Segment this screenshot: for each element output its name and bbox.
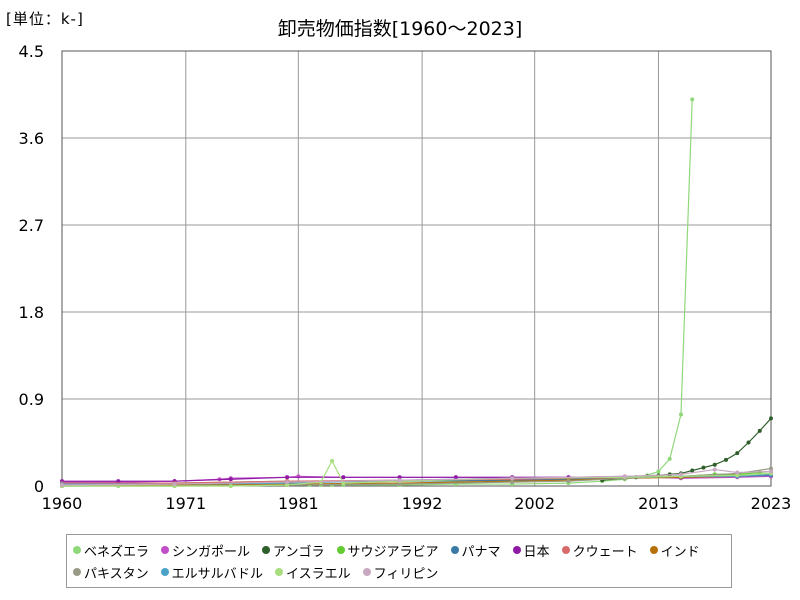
legend-item: エルサルバドル: [160, 563, 264, 582]
data-point: [690, 97, 695, 102]
data-point: [735, 473, 740, 478]
data-point: [769, 469, 773, 474]
x-tick-label: 1960: [42, 494, 83, 513]
series-line: [602, 417, 772, 481]
legend-swatch: [262, 546, 271, 554]
data-point: [712, 467, 717, 472]
data-point: [678, 472, 683, 477]
x-tick-label: 1981: [278, 494, 319, 513]
legend: ベネズエラ シンガポール アンゴラ サウジアラビア パナマ 日本 クウェート インド パキスタン…: [66, 534, 732, 588]
data-point: [116, 479, 121, 484]
y-tick-label: 1.8: [19, 303, 44, 322]
legend-label: パナマ: [461, 544, 501, 560]
x-tick-label: 2002: [514, 494, 555, 513]
data-point: [397, 478, 402, 483]
legend-item: パナマ: [450, 541, 501, 560]
data-point: [397, 475, 402, 480]
legend-label: アンゴラ: [273, 544, 325, 560]
legend-label: イスラエル: [286, 566, 351, 582]
legend-label: インド: [660, 544, 700, 560]
data-point: [341, 481, 346, 486]
legend-label: ベネズエラ: [84, 544, 150, 560]
legend-swatch: [275, 568, 284, 576]
legend-swatch: [512, 546, 521, 554]
legend-item: クウェート: [561, 541, 638, 560]
x-tick-label: 2013: [638, 494, 679, 513]
legend-item: アンゴラ: [262, 541, 325, 560]
y-tick-label: 2.7: [19, 216, 44, 235]
data-point: [735, 451, 740, 456]
chart-title: 卸売物価指数[1960～2023]: [277, 18, 523, 40]
legend-swatch: [561, 546, 570, 554]
legend-item: ベネズエラ: [73, 541, 149, 560]
data-point: [746, 440, 751, 445]
y-tick-label: 0: [34, 477, 44, 496]
legend-label: シンガポール: [172, 544, 251, 560]
legend-item: イスラエル: [275, 563, 351, 582]
data-point: [510, 480, 515, 485]
data-point: [678, 412, 683, 417]
data-point: [397, 482, 402, 487]
data-point: [453, 475, 458, 480]
data-point: [622, 474, 627, 479]
legend-swatch: [450, 546, 459, 554]
series-line: [61, 468, 772, 486]
data-point: [712, 462, 717, 467]
legend-item: サウジアラビア: [336, 541, 439, 560]
legend-row: ベネズエラ シンガポール アンゴラ サウジアラビア パナマ 日本 クウェート インド: [73, 539, 725, 561]
y-tick-label: 0.9: [19, 390, 44, 409]
data-point: [656, 469, 661, 474]
data-point: [285, 480, 290, 485]
legend-swatch: [160, 568, 169, 576]
legend-swatch: [73, 568, 81, 576]
series-layer: [60, 97, 773, 488]
legend-swatch: [336, 546, 345, 554]
y-tick-label: 3.6: [19, 129, 44, 148]
legend-label: クウェート: [572, 544, 638, 560]
axes: 1960 1971 1981 1992 2002 2013 2023 0 0.9 1.8 2.7 3.…: [19, 42, 792, 513]
x-tick-label: 1971: [165, 494, 206, 513]
data-point: [723, 457, 728, 462]
data-point: [757, 428, 762, 433]
x-tick-label: 1992: [402, 494, 443, 513]
legend-label: エルサルバドル: [171, 566, 264, 582]
legend-item: インド: [649, 541, 700, 560]
legend-label: パキスタン: [84, 566, 149, 582]
data-point: [228, 477, 233, 482]
grid: [62, 51, 771, 486]
legend-swatch: [161, 546, 170, 554]
legend-row: パキスタン エルサルバドル イスラエル フィリピン: [73, 561, 725, 583]
data-point: [690, 468, 695, 473]
data-point: [769, 466, 773, 471]
legend-label: 日本: [523, 544, 550, 560]
data-point: [285, 483, 290, 488]
legend-item: 日本: [512, 541, 550, 560]
data-point: [735, 470, 740, 475]
legend-item: パキスタン: [73, 563, 149, 582]
legend-item: シンガポール: [161, 541, 250, 560]
data-point: [510, 476, 515, 481]
data-point: [228, 484, 233, 488]
data-point: [769, 416, 773, 421]
y-tick-label: 4.5: [19, 42, 44, 61]
data-point: [330, 458, 335, 463]
legend-swatch: [73, 546, 81, 554]
data-point: [285, 475, 290, 480]
legend-label: サウジアラビア: [347, 544, 439, 560]
legend-swatch: [649, 546, 658, 554]
data-point: [566, 479, 571, 484]
data-point: [667, 456, 672, 461]
data-point: [341, 475, 346, 480]
series-line: [62, 99, 693, 487]
data-point: [60, 483, 64, 488]
legend-item: フィリピン: [362, 563, 439, 582]
unit-label: [単位：k-]: [6, 10, 84, 28]
legend-swatch: [362, 568, 371, 576]
plot-frame: [61, 50, 772, 487]
data-point: [172, 482, 177, 487]
x-tick-label: 2023: [751, 494, 792, 513]
legend-label: フィリピン: [373, 566, 439, 582]
data-point: [701, 465, 706, 470]
